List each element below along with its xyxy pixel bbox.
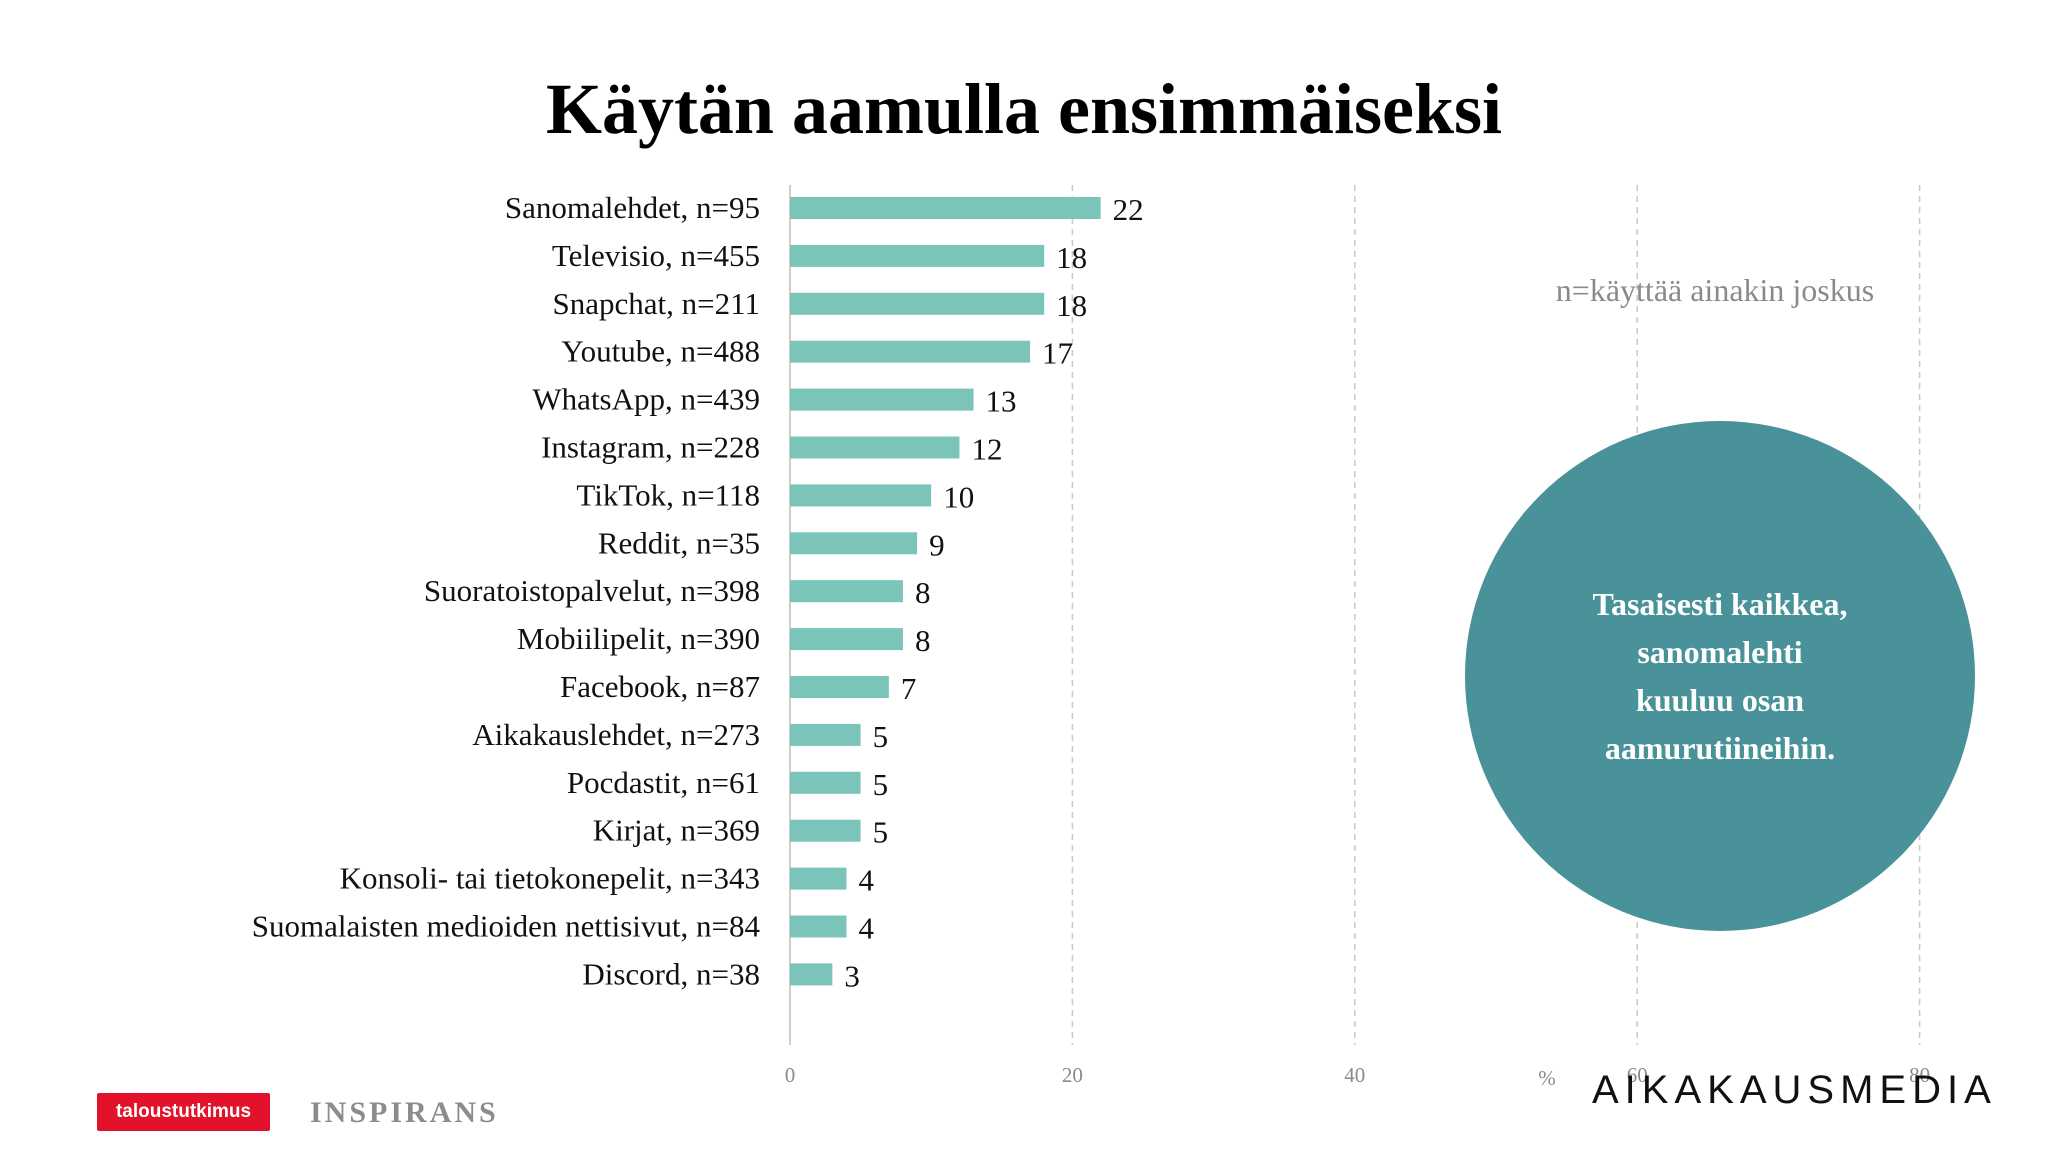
category-label: Facebook, n=87 — [560, 669, 760, 704]
bar — [790, 292, 1045, 315]
value-label: 7 — [901, 671, 917, 706]
bar — [790, 771, 861, 794]
callout-line: kuuluu osan — [1635, 682, 1805, 718]
category-label: Sanomalehdet, n=95 — [505, 190, 760, 225]
inspirans-logo: INSPIRANS — [310, 1096, 499, 1129]
value-label: 22 — [1113, 192, 1144, 227]
value-label: 10 — [943, 479, 974, 514]
category-label: Snapchat, n=211 — [553, 286, 760, 321]
bar — [790, 532, 918, 555]
x-tick-label: 0 — [785, 1063, 796, 1087]
category-label: Suomalaisten medioiden nettisivut, n=84 — [252, 909, 761, 944]
bar — [790, 819, 861, 842]
value-label: 3 — [844, 958, 860, 993]
value-label: 12 — [971, 432, 1002, 467]
x-tick-label: 20 — [1062, 1063, 1083, 1087]
category-label: Discord, n=38 — [582, 956, 760, 991]
category-label: Kirjat, n=369 — [593, 813, 760, 848]
category-label: Mobiilipelit, n=390 — [517, 621, 760, 656]
category-label: Reddit, n=35 — [598, 525, 760, 560]
bar — [790, 484, 932, 507]
aikakausmedia-logo: AIKAKAUSMEDIA — [1592, 1068, 1997, 1112]
value-label: 8 — [915, 575, 931, 610]
value-label: 9 — [929, 527, 945, 562]
x-tick-label: 60 — [1627, 1063, 1648, 1087]
bar — [790, 388, 974, 411]
value-label: 5 — [873, 719, 889, 754]
callout-line: aamurutiineihin. — [1604, 730, 1836, 766]
value-label: 18 — [1056, 240, 1087, 275]
value-label: 4 — [858, 863, 874, 898]
category-label: TikTok, n=118 — [576, 477, 760, 512]
value-label: 8 — [915, 623, 931, 658]
bar — [790, 244, 1045, 267]
chart-title: Käytän aamulla ensimmäiseksi — [545, 69, 1503, 149]
category-label: Televisio, n=455 — [552, 238, 760, 273]
bar — [790, 676, 889, 698]
value-label: 5 — [873, 767, 889, 802]
bar — [790, 340, 1031, 363]
x-axis-unit-label: % — [1538, 1066, 1556, 1090]
category-label: Suoratoistopalvelut, n=398 — [424, 573, 760, 608]
x-tick-label: 80 — [1909, 1063, 1930, 1087]
value-label: 18 — [1056, 288, 1087, 323]
value-label: 13 — [986, 384, 1017, 419]
taloustutkimus-logo: taloustutkimus — [97, 1093, 270, 1131]
callout-line: sanomalehti — [1637, 634, 1803, 670]
category-label: Instagram, n=228 — [541, 430, 760, 465]
value-label: 4 — [858, 911, 874, 946]
value-label: 5 — [873, 815, 889, 850]
category-label: Youtube, n=488 — [561, 334, 760, 369]
category-label: Konsoli- tai tietokonepelit, n=343 — [340, 861, 760, 896]
category-label: WhatsApp, n=439 — [532, 382, 760, 417]
bar — [790, 723, 861, 746]
callout-text: Tasaisesti kaikkea, sanomalehti kuuluu o… — [1570, 580, 1870, 772]
sample-note: n=käyttää ainakin joskus — [1555, 272, 1875, 308]
bar — [790, 915, 847, 938]
value-label: 17 — [1042, 336, 1073, 371]
bar — [790, 963, 833, 986]
callout-line: Tasaisesti kaikkea, — [1592, 586, 1848, 622]
bar — [790, 580, 903, 603]
category-label: Pocdastit, n=61 — [567, 765, 760, 800]
category-label: Aikakauslehdet, n=273 — [472, 717, 760, 752]
bar — [790, 197, 1101, 219]
callout-circle: Tasaisesti kaikkea, sanomalehti kuuluu o… — [1465, 421, 1975, 931]
x-tick-label: 40 — [1344, 1063, 1365, 1087]
bar — [790, 436, 960, 459]
bar — [790, 867, 847, 890]
bar — [790, 628, 903, 651]
